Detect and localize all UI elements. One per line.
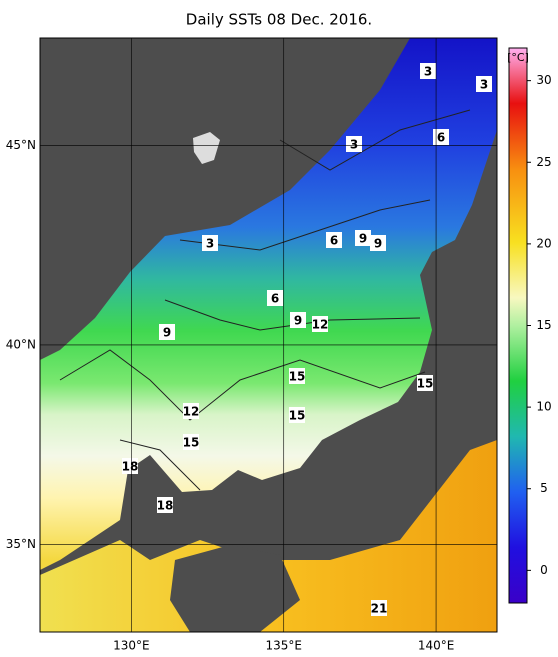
contour-label: 3: [206, 237, 214, 251]
contour-label-box: [371, 600, 387, 616]
contour-label: 15: [289, 370, 306, 384]
contour-label-box: [122, 458, 138, 474]
contour-label: 9: [374, 237, 382, 251]
contour-label: 3: [424, 65, 432, 79]
colorbar-tick-label: 15: [536, 318, 551, 332]
contour-label: 12: [312, 318, 329, 332]
contour-label: 6: [330, 234, 338, 248]
contour-label: 6: [437, 131, 445, 145]
contour-label-box: [346, 136, 362, 152]
contour-label: 21: [371, 602, 388, 616]
contour-label-box: [290, 312, 306, 328]
colorbar-tick-label: 10: [536, 400, 551, 414]
colorbar-tick-label: 20: [536, 236, 551, 250]
contour-label-box: [312, 316, 328, 332]
contour-label: 12: [183, 405, 200, 419]
contours: [59, 109, 471, 491]
contour-label-box: [159, 324, 175, 340]
contour-label-box: [267, 290, 283, 306]
colorbar-tick-label: 0: [540, 563, 548, 577]
colorbar: [508, 47, 528, 604]
contour-label: 6: [271, 292, 279, 306]
contour-label: 9: [163, 326, 171, 340]
contour-label-box: [289, 368, 305, 384]
lat-tick-label: 40°N: [6, 337, 36, 351]
contour-label: 3: [480, 78, 488, 92]
contour-label-box: [370, 235, 386, 251]
island: [193, 132, 220, 164]
contour-label: 15: [183, 436, 200, 450]
title: Daily SSTs 08 Dec. 2016.: [186, 11, 372, 29]
colorbar-unit: [°C]: [507, 51, 529, 64]
lat-tick-label: 35°N: [6, 537, 36, 551]
contour-label-box: [183, 434, 199, 450]
contour-label-box: [420, 63, 436, 79]
lon-tick-label: 140°E: [418, 639, 455, 653]
contour-label: 15: [417, 377, 434, 391]
lon-tick-label: 135°E: [265, 639, 302, 653]
contour-label: 15: [289, 409, 306, 423]
contour-label-box: [183, 403, 199, 419]
contour-label-box: [202, 235, 218, 251]
lon-tick-label: 130°E: [113, 639, 150, 653]
contour-label-box: [157, 497, 173, 513]
lat-tick-label: 45°N: [6, 138, 36, 152]
colorbar-tick-label: 30: [536, 73, 551, 87]
map: [40, 38, 497, 632]
contour-label-box: [355, 230, 371, 246]
contour-label-box: [417, 375, 433, 391]
colorbar-tick-label: 5: [540, 481, 548, 495]
contour-label: 18: [122, 460, 139, 474]
contour-label-box: [476, 76, 492, 92]
contour-label: 9: [294, 314, 302, 328]
contour-label: 9: [359, 232, 367, 246]
contour-label-box: [289, 407, 305, 423]
contour-label: 18: [157, 499, 174, 513]
kyushu-shikoku: [170, 545, 300, 632]
contour-label-box: [433, 129, 449, 145]
south-sea: [40, 440, 497, 632]
contour-label-box: [326, 232, 342, 248]
map-frame: [39, 37, 498, 633]
colorbar-tick-label: 25: [536, 155, 551, 169]
contour-label: 3: [350, 138, 358, 152]
